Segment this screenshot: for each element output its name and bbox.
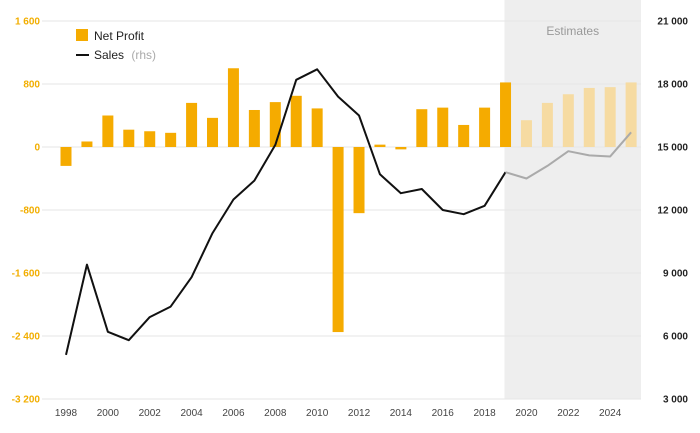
left-tick-label: 1 600 (15, 17, 40, 28)
right-axis: 21 000 18 000 15 000 12 000 9 000 6 000 3 000 (657, 17, 688, 406)
net-profit-bar (500, 82, 512, 147)
x-tick-label: 2006 (222, 408, 245, 419)
sales-line-actual (65, 68, 507, 356)
net-profit-bar (81, 141, 93, 147)
net-profit-bar (541, 102, 553, 147)
net-profit-bar (458, 124, 470, 147)
x-axis: 1998 2000 2002 2004 2006 2008 2010 2012 2014 2016… (55, 408, 622, 419)
net-profit-bar (207, 117, 219, 147)
left-tick-label: 800 (23, 80, 40, 91)
right-tick-label: 15 000 (657, 143, 688, 154)
x-tick-label: 2000 (97, 408, 120, 419)
left-tick-label: 0 (34, 143, 40, 154)
net-profit-bar (186, 102, 198, 147)
left-axis: 1 600 800 0 -800 -1 600 -2 400 -3 200 (12, 17, 41, 406)
x-tick-label: 2012 (348, 408, 371, 419)
x-tick-label: 2018 (473, 408, 496, 419)
legend: Net Profit Sales (rhs) (76, 29, 156, 62)
legend-net-profit-swatch (76, 29, 88, 41)
left-tick-label: -800 (20, 206, 40, 217)
net-profit-bar (625, 82, 637, 147)
net-profit-bar (248, 109, 260, 147)
sales-line-estimate (505, 131, 632, 180)
net-profit-bar (60, 147, 72, 166)
net-profit-bar (144, 131, 156, 147)
estimates-label: Estimates (546, 24, 599, 38)
net-profit-bar (562, 94, 574, 147)
x-tick-label: 2004 (180, 408, 203, 419)
net-profit-bar (374, 144, 386, 147)
x-tick-label: 2008 (264, 408, 287, 419)
left-tick-label: -3 200 (12, 395, 41, 406)
net-profit-bar (227, 68, 239, 147)
net-profit-bar (332, 147, 344, 333)
net-profit-bars (60, 68, 637, 333)
right-tick-label: 21 000 (657, 17, 688, 28)
x-tick-label: 2022 (557, 408, 580, 419)
net-profit-bar (102, 115, 114, 147)
x-tick-label: 2010 (306, 408, 329, 419)
estimates-shade (504, 0, 641, 399)
legend-sales-name: Sales (94, 48, 124, 62)
right-tick-label: 18 000 (657, 80, 688, 91)
x-tick-label: 1998 (55, 408, 78, 419)
net-profit-bar (416, 109, 428, 147)
sales-line (65, 68, 632, 356)
net-profit-bar (290, 95, 302, 147)
net-profit-bar (520, 120, 532, 147)
legend-sales-suffix: (rhs) (131, 48, 156, 62)
net-profit-bar (269, 102, 281, 147)
net-profit-bar (583, 87, 595, 147)
x-tick-label: 2016 (432, 408, 455, 419)
right-tick-label: 6 000 (663, 332, 688, 343)
net-profit-bar (437, 107, 449, 147)
net-profit-bar (311, 108, 323, 147)
x-tick-label: 2020 (515, 408, 538, 419)
net-profit-bar (123, 129, 135, 147)
left-tick-label: -2 400 (12, 332, 41, 343)
net-profit-bar (353, 147, 365, 214)
legend-net-profit-label: Net Profit (94, 29, 145, 43)
legend-sales-label: Sales (rhs) (94, 48, 156, 62)
left-tick-label: -1 600 (12, 269, 41, 280)
net-profit-bar (165, 132, 177, 147)
x-tick-label: 2014 (390, 408, 413, 419)
right-tick-label: 9 000 (663, 269, 688, 280)
x-tick-label: 2002 (139, 408, 162, 419)
right-tick-label: 3 000 (663, 395, 688, 406)
net-profit-bar (479, 107, 491, 147)
net-profit-bar (395, 147, 407, 150)
x-tick-label: 2024 (599, 408, 622, 419)
net-profit-bar (604, 87, 616, 147)
right-tick-label: 12 000 (657, 206, 688, 217)
